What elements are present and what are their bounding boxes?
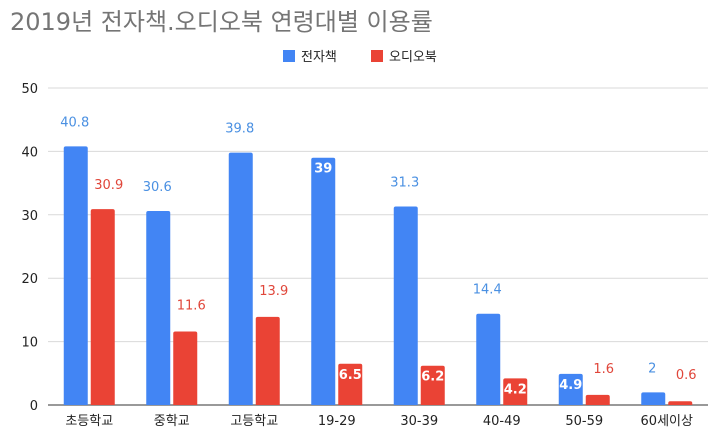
data-label: 11.6 (177, 298, 206, 313)
y-tick-label: 30 (21, 209, 38, 224)
bar (338, 363, 363, 405)
bar (173, 331, 198, 405)
legend-label: 전자책 (301, 50, 337, 65)
data-label: 0.6 (676, 368, 697, 383)
legend-swatch (371, 50, 383, 62)
bar (255, 316, 280, 405)
bar (63, 146, 88, 405)
x-tick-label: 19-29 (318, 414, 356, 429)
y-tick-label: 50 (21, 82, 38, 97)
data-label: 30.6 (143, 180, 172, 195)
data-label: 6.2 (421, 370, 444, 385)
x-axis: 초등학교 중학교 고등학교 19-29 30-39 40-49 50-59 60세이상 (65, 414, 693, 429)
bar (476, 313, 501, 405)
bar (558, 373, 583, 405)
data-label: 1.6 (593, 362, 614, 377)
y-tick-label: 40 (21, 145, 38, 160)
data-label: 4.9 (559, 378, 582, 393)
x-tick-label: 고등학교 (230, 414, 278, 429)
bar (641, 392, 666, 405)
labels-layer: 40.8 30.9 30.6 11.6 39.8 13.9 39 6.5 31.3 6.2 14.4… (60, 115, 696, 397)
legend-label: 오디오북 (389, 50, 437, 65)
data-label: 6.5 (339, 368, 362, 383)
y-tick-label: 0 (30, 399, 38, 414)
y-tick-label: 10 (21, 336, 38, 351)
bar (146, 210, 171, 405)
x-tick-label: 40-49 (483, 414, 521, 429)
data-label: 4.2 (504, 382, 527, 397)
bars-layer (63, 146, 693, 405)
data-label: 30.9 (94, 178, 123, 193)
chart-title: 2019년 전자책.오디오북 연령대별 이용률 (10, 8, 433, 36)
data-label: 13.9 (259, 284, 288, 299)
data-label: 40.8 (60, 115, 89, 130)
bar (420, 365, 445, 405)
y-axis: 0 10 20 30 40 50 (21, 82, 38, 414)
x-tick-label: 중학교 (154, 414, 190, 429)
bar (311, 157, 336, 405)
bar (585, 394, 610, 405)
x-tick-label: 50-59 (565, 414, 603, 429)
data-label: 31.3 (390, 176, 419, 191)
data-label: 2 (648, 361, 656, 376)
bar (503, 378, 528, 405)
legend: 전자책 오디오북 (283, 50, 437, 65)
bar (668, 401, 693, 405)
data-label: 39.8 (225, 122, 254, 137)
data-label: 39 (314, 162, 332, 177)
x-tick-label: 60세이상 (641, 414, 693, 429)
bar (393, 206, 418, 405)
bar (228, 152, 253, 405)
x-tick-label: 30-39 (400, 414, 438, 429)
bar (90, 209, 115, 405)
data-label: 14.4 (473, 283, 502, 298)
x-tick-label: 초등학교 (65, 414, 113, 429)
legend-swatch (283, 50, 295, 62)
y-tick-label: 20 (21, 272, 38, 287)
